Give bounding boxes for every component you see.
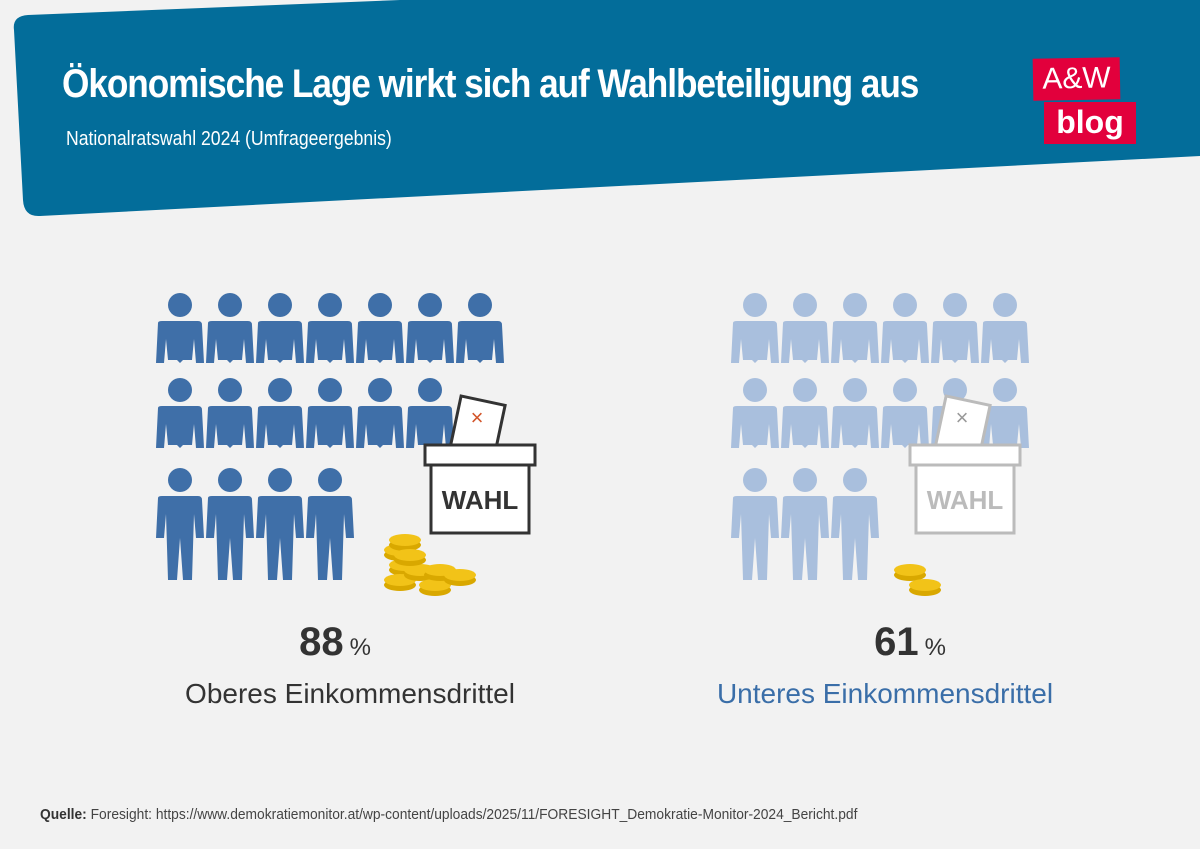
- svg-text:WAHL: WAHL: [927, 485, 1004, 515]
- person-icon: [731, 378, 779, 448]
- lower-income-label: Unteres Einkommensdrittel: [716, 678, 1054, 709]
- page-title: Ökonomische Lage wirkt sich auf Wahlbete…: [62, 62, 919, 106]
- lower-income-illustration: × WAHL: [731, 293, 1029, 596]
- coins-icon: [894, 564, 941, 596]
- person-icon: [406, 293, 454, 363]
- page-subtitle: Nationalratswahl 2024 (Umfrageergebnis): [66, 128, 392, 150]
- svg-text:×: ×: [956, 405, 969, 430]
- svg-text:WAHL: WAHL: [442, 485, 519, 515]
- upper-income-percentage: 88%: [125, 620, 545, 665]
- person-icon: [256, 293, 304, 363]
- person-icon: [206, 293, 254, 363]
- source-text: Foresight: https://www.demokratiemonitor…: [90, 806, 858, 823]
- person-icon: [831, 378, 879, 448]
- value: 61: [874, 620, 919, 664]
- person-icon: [306, 378, 354, 448]
- person-icon: [206, 468, 254, 580]
- person-icon: [306, 468, 354, 580]
- person-icon: [931, 293, 979, 363]
- person-icon: [306, 293, 354, 363]
- person-icon: [881, 293, 929, 363]
- person-icon: [781, 468, 829, 580]
- person-icon: [156, 293, 204, 363]
- person-icon: [256, 378, 304, 448]
- aw-blog-logo: A&W blog: [1030, 57, 1140, 146]
- person-icon: [406, 378, 454, 448]
- person-icon: [256, 468, 304, 580]
- person-icon: [981, 378, 1029, 448]
- ballot-box-icon: × WAHL: [908, 394, 1022, 535]
- person-icon: [156, 378, 204, 448]
- person-icon: [781, 293, 829, 363]
- upper-income-label: Oberes Einkommensdrittel: [185, 678, 515, 709]
- ballot-box-icon: × WAHL: [423, 394, 537, 535]
- coins-icon: [384, 534, 476, 596]
- person-icon: [881, 378, 929, 448]
- person-icon: [356, 378, 404, 448]
- person-icon: [731, 293, 779, 363]
- header-banner: [13, 0, 1200, 217]
- unit: %: [924, 634, 946, 661]
- person-icon: [206, 378, 254, 448]
- source-note: Quelle: Foresight: https://www.demokrati…: [40, 806, 857, 823]
- person-icon: [156, 468, 204, 580]
- svg-text:×: ×: [471, 405, 484, 430]
- person-icon: [981, 293, 1029, 363]
- lower-income-percentage: 61%: [700, 620, 1120, 665]
- person-icon: [731, 468, 779, 580]
- person-icon: [356, 293, 404, 363]
- person-icon: [781, 378, 829, 448]
- logo-line2: blog: [1044, 102, 1136, 144]
- value: 88: [299, 620, 344, 664]
- person-icon: [456, 293, 504, 363]
- source-label: Quelle:: [40, 806, 87, 823]
- person-icon: [831, 468, 879, 580]
- person-icon: [831, 293, 879, 363]
- unit: %: [349, 634, 371, 661]
- logo-line1: A&W: [1032, 57, 1121, 101]
- upper-income-illustration: × WAHL: [156, 293, 537, 596]
